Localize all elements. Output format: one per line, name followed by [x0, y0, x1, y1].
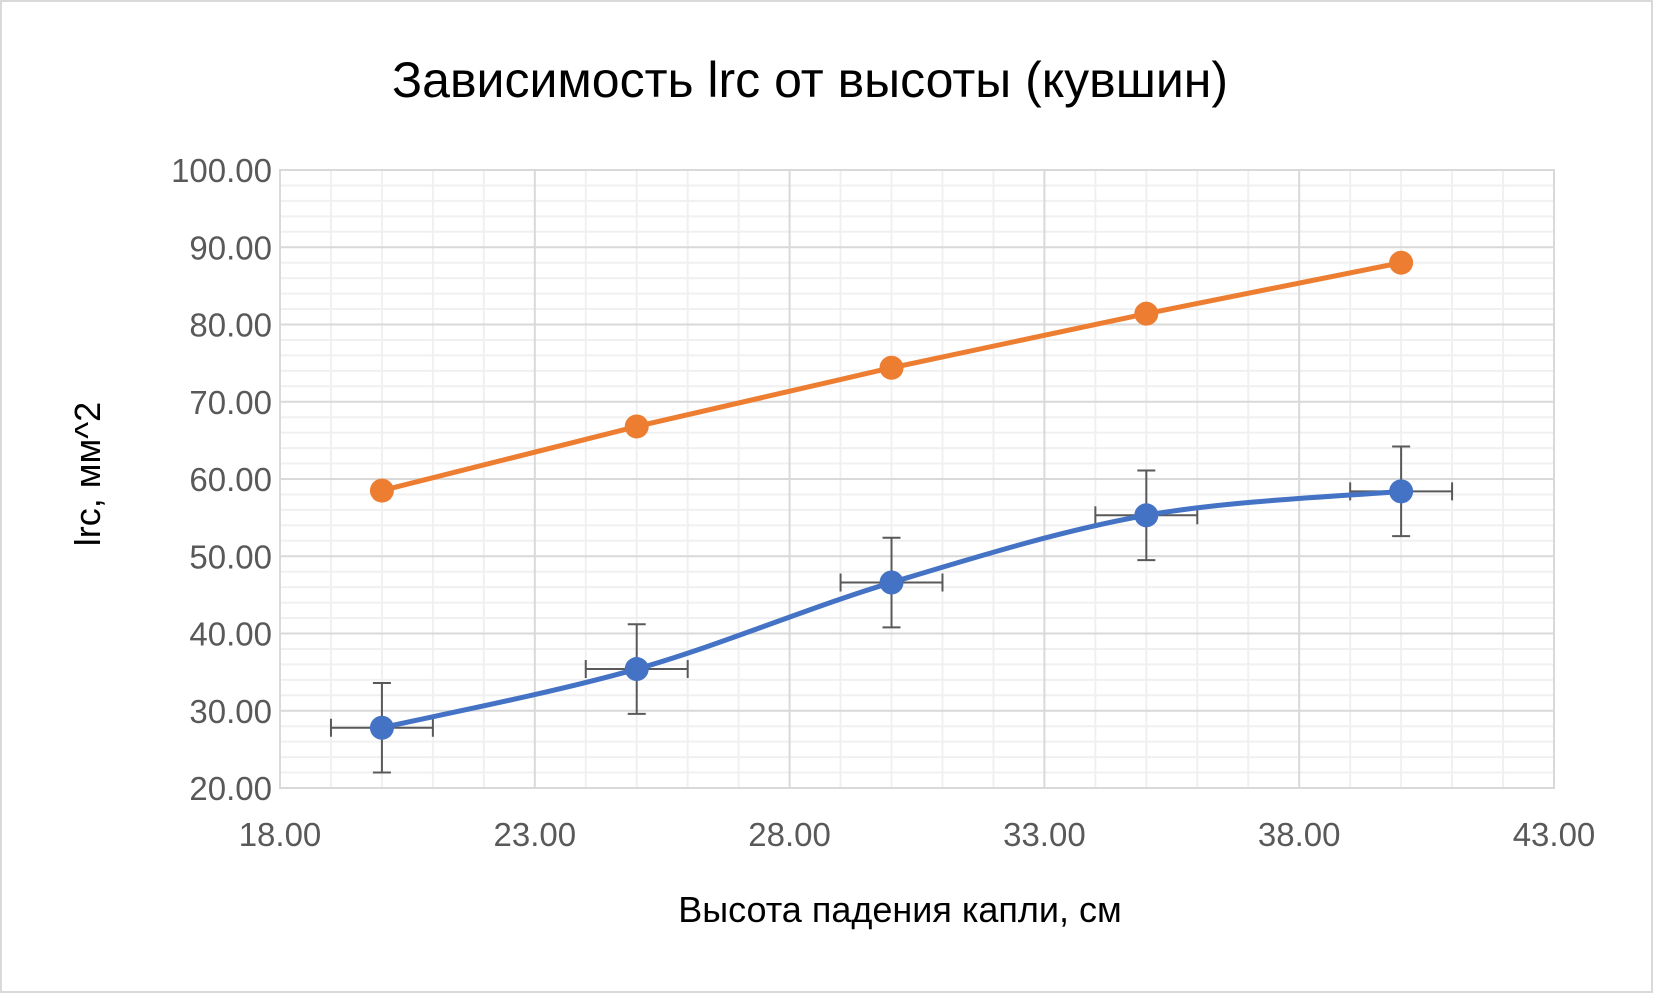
plot-area-border [279, 169, 1555, 789]
y-tick-label: 60.00 [189, 461, 272, 498]
series-1 [369, 250, 1414, 503]
y-tick-label: 50.00 [189, 538, 272, 575]
y-tick-label: 90.00 [189, 229, 272, 266]
chart-title: Зависимость lrc от высоты (кувшин) [392, 52, 1228, 108]
y-tick-label: 100.00 [171, 152, 272, 189]
y-axis-label: lrc, мм^2 [67, 402, 108, 546]
x-axis-tick-labels: 18.00 23.00 28.00 33.00 38.00 43.00 [239, 816, 1596, 853]
data-point [879, 355, 904, 380]
x-tick-label: 38.00 [1258, 816, 1341, 853]
x-tick-label: 23.00 [494, 816, 577, 853]
series-2 [329, 445, 1454, 774]
y-tick-label: 70.00 [189, 384, 272, 421]
data-point [369, 478, 394, 503]
x-tick-label: 18.00 [239, 816, 322, 853]
data-point [624, 414, 649, 439]
y-tick-label: 20.00 [189, 770, 272, 807]
series-layer [329, 250, 1454, 774]
x-axis-label: Высота падения капли, см [678, 889, 1122, 930]
data-point [879, 570, 904, 595]
x-tick-label: 33.00 [1003, 816, 1086, 853]
data-point [1134, 301, 1159, 326]
data-point [624, 657, 649, 682]
y-axis-tick-labels: 20.00 30.00 40.00 50.00 60.00 70.00 80.00 90.00… [171, 152, 272, 807]
y-tick-label: 30.00 [189, 693, 272, 730]
major-gridlines [279, 169, 1555, 789]
x-tick-label: 28.00 [748, 816, 831, 853]
y-tick-label: 80.00 [189, 307, 272, 344]
data-point [1389, 250, 1414, 275]
data-point [369, 715, 394, 740]
data-point [1134, 503, 1159, 528]
x-tick-label: 43.00 [1513, 816, 1596, 853]
y-tick-label: 40.00 [189, 616, 272, 653]
data-point [1389, 479, 1414, 504]
